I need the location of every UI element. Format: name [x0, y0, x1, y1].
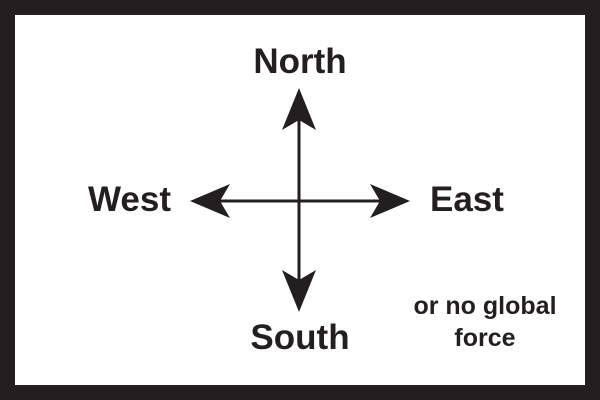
east-arrowhead	[370, 184, 410, 218]
north-label: North	[253, 42, 347, 81]
note-line-1: or no global	[413, 292, 557, 320]
note-line-2: force	[454, 324, 516, 352]
west-arrowhead	[190, 184, 230, 218]
east-label: East	[430, 180, 504, 219]
no-global-force-note: or no global force	[390, 290, 580, 354]
north-arrowhead	[282, 88, 316, 130]
south-label: South	[250, 318, 350, 357]
west-label: West	[88, 180, 171, 219]
south-arrowhead	[282, 270, 316, 312]
